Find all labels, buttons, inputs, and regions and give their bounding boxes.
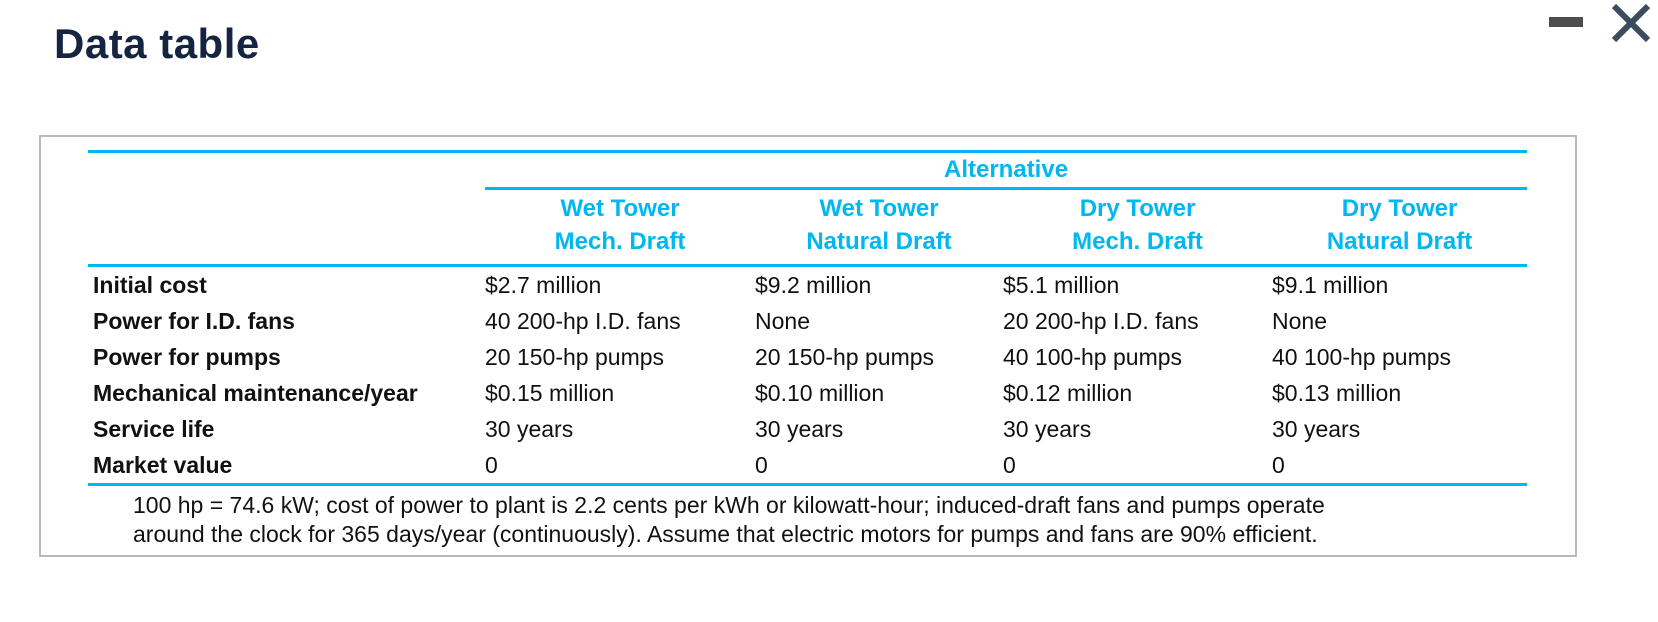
table-row-market-value: Market value 0 0 0 0: [88, 447, 1528, 486]
table-footnote: 100 hp = 74.6 kW; cost of power to plant…: [88, 491, 1527, 549]
row-label: Initial cost: [93, 272, 207, 298]
column-header-line1: Dry Tower: [1341, 195, 1458, 222]
row-label: Power for I.D. fans: [93, 308, 295, 334]
column-header-line2: Mech. Draft: [554, 228, 686, 255]
data-table-panel: Alternative Wet Tower Mech. Draft Wet To…: [39, 135, 1577, 557]
table-column-header-row: Wet Tower Mech. Draft Wet Tower Natural …: [88, 188, 1528, 267]
table-row-power-pumps: Power for pumps 20 150-hp pumps 20 150-h…: [88, 339, 1527, 375]
column-header-line2: Natural Draft: [806, 228, 952, 255]
cell-value: 30 years: [485, 416, 574, 442]
cell-value: $9.2 million: [755, 272, 872, 298]
cell-value: 40 100-hp pumps: [1003, 344, 1183, 370]
cell-value: 30 years: [1003, 416, 1092, 442]
close-icon: [1610, 3, 1652, 43]
column-header-line1: Wet Tower: [819, 195, 939, 222]
cell-value: 40 100-hp pumps: [1272, 344, 1452, 370]
row-label: Service life: [93, 416, 215, 442]
data-table: Alternative Wet Tower Mech. Draft Wet To…: [88, 150, 1528, 486]
row-label: Market value: [88, 447, 485, 486]
cell-value: $0.12 million: [1003, 380, 1133, 406]
cell-value: 20 200-hp I.D. fans: [1003, 308, 1199, 334]
cell-value: $9.1 million: [1272, 272, 1389, 298]
cell-value: 0: [755, 447, 1003, 486]
cell-value: $0.10 million: [755, 380, 885, 406]
group-header-alternative: Alternative: [485, 150, 1528, 190]
cell-value: 20 150-hp pumps: [755, 344, 935, 370]
footnote-line1: 100 hp = 74.6 kW; cost of power to plant…: [133, 492, 1325, 518]
cell-value: None: [755, 308, 810, 334]
column-header-dry-tower-mech-draft: Dry Tower Mech. Draft: [1003, 188, 1272, 267]
footnote-line2: around the clock for 365 days/year (cont…: [133, 521, 1318, 547]
row-label: Power for pumps: [93, 344, 281, 370]
column-header-wet-tower-natural-draft: Wet Tower Natural Draft: [755, 188, 1003, 267]
column-header-dry-tower-natural-draft: Dry Tower Natural Draft: [1272, 188, 1528, 267]
table-row-service-life: Service life 30 years 30 years 30 years …: [88, 411, 1527, 447]
cell-value: $0.15 million: [485, 380, 615, 406]
cell-value: 0: [485, 447, 755, 486]
cell-value: $0.13 million: [1272, 380, 1402, 406]
column-header-line1: Dry Tower: [1079, 195, 1196, 222]
cell-value: 30 years: [755, 416, 844, 442]
column-header-line2: Mech. Draft: [1072, 228, 1203, 255]
column-header-wet-tower-mech-draft: Wet Tower Mech. Draft: [485, 188, 755, 267]
cell-value: $2.7 million: [485, 272, 602, 298]
table-group-header-row: Alternative: [88, 150, 1528, 190]
group-header-spacer: [88, 150, 485, 189]
cell-value: $5.1 million: [1003, 272, 1120, 298]
table-row-mechanical-maintenance: Mechanical maintenance/year $0.15 millio…: [88, 375, 1527, 411]
page-title: Data table: [54, 20, 260, 67]
cell-value: 20 150-hp pumps: [485, 344, 665, 370]
cell-value: 40 200-hp I.D. fans: [485, 308, 681, 334]
column-header-spacer: [88, 188, 485, 267]
column-header-line2: Natural Draft: [1326, 228, 1473, 255]
cell-value: 30 years: [1272, 416, 1361, 442]
cell-value: 0: [1272, 447, 1528, 486]
table-row-initial-cost: Initial cost $2.7 million $9.2 million $…: [88, 266, 1527, 304]
close-button[interactable]: [1610, 3, 1652, 43]
cell-value: 0: [1003, 447, 1272, 486]
table-row-power-id-fans: Power for I.D. fans 40 200-hp I.D. fans …: [88, 303, 1527, 339]
row-label: Mechanical maintenance/year: [93, 380, 418, 406]
column-header-line1: Wet Tower: [560, 195, 680, 222]
minimize-button[interactable]: [1549, 17, 1583, 27]
cell-value: None: [1272, 308, 1327, 334]
